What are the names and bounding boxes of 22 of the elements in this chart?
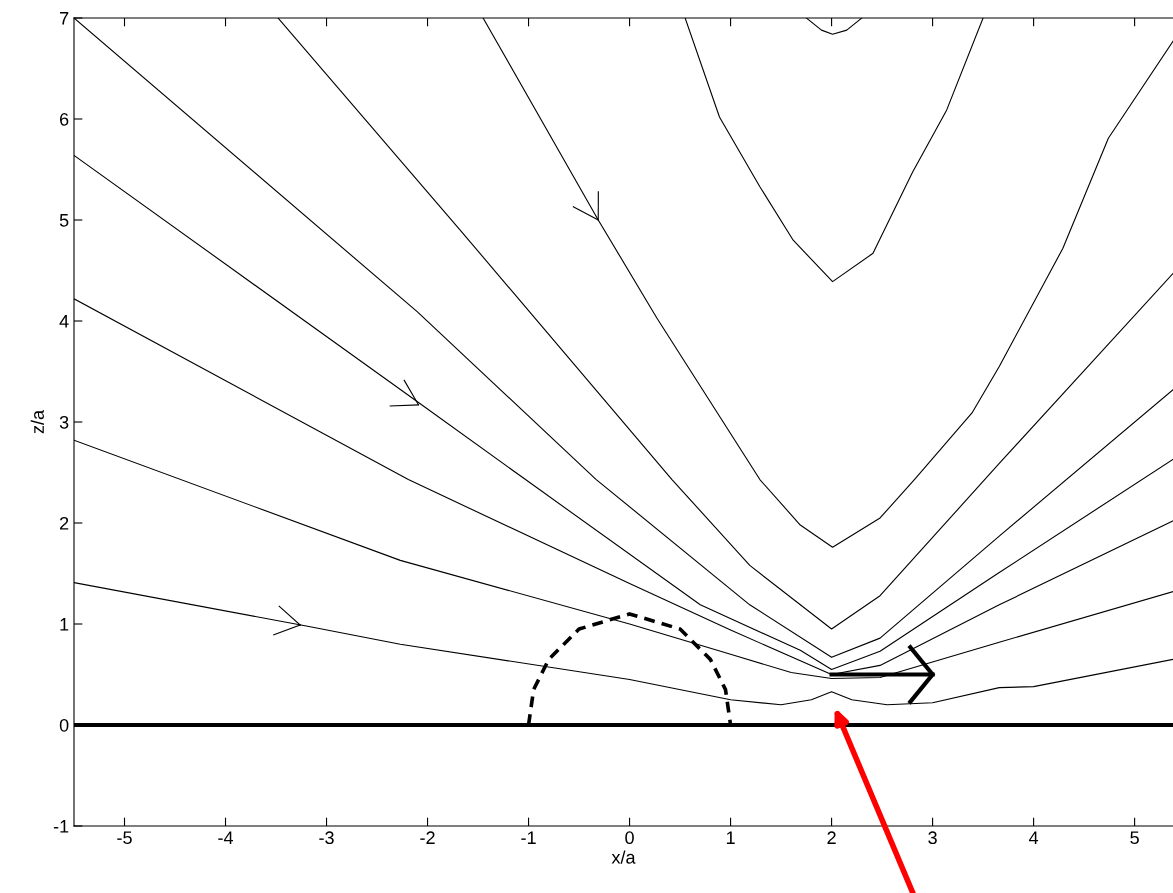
x-tick-label: -2 [420,831,435,844]
y-tick-label: 4 [59,315,69,328]
y-tick-label: 3 [59,415,69,429]
x-tick-label: -3 [319,831,334,845]
y-tick-label: 6 [60,112,69,126]
y-tick-label: 2 [60,516,69,530]
x-axis-title: x/a [611,850,636,864]
y-tick-label: 5 [59,214,69,227]
y-tick-label: 7 [60,12,69,25]
x-tick-label: -1 [521,831,536,844]
x-tick-label: 4 [1029,831,1039,844]
x-tick-label: 5 [1130,831,1139,845]
y-tick-label: 0 [59,718,69,732]
x-tick-label: 0 [625,831,634,845]
x-tick-label: -4 [218,831,234,844]
y-tick-label: 1 [60,618,69,631]
x-tick-label: 2 [827,831,836,844]
y-tick-label: -1 [53,820,69,833]
x-tick-label: 1 [726,831,735,844]
y-axis-title: z/a [30,409,44,434]
x-tick-label: 3 [928,831,937,845]
x-tick-label: -5 [117,831,132,845]
